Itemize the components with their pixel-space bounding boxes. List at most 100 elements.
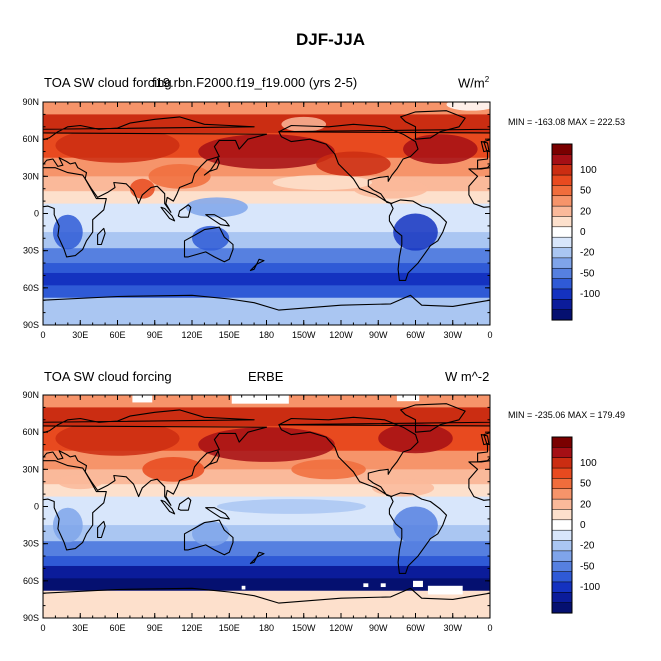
panel1-left-label: TOA SW cloud forcing — [44, 75, 172, 90]
colorbar-swatch — [551, 592, 573, 604]
colorbar-label: -50 — [580, 268, 595, 279]
colorbar-label: -20 — [580, 248, 595, 259]
lat-tick-label: 30S — [23, 246, 39, 256]
coastline-madagascar — [97, 520, 106, 539]
coastline-borneo — [177, 497, 192, 511]
colorbar-label: 20 — [580, 206, 592, 217]
lon-tick-label: 30E — [72, 330, 88, 340]
lon-tick-label: 90E — [147, 330, 163, 340]
panel1-units-label: W/m2 — [458, 75, 490, 91]
coastline-south-america — [388, 199, 448, 281]
lon-tick-label: 0 — [40, 330, 45, 340]
lat-tick-label: 60N — [22, 427, 39, 437]
coastline-greenland — [400, 403, 466, 433]
coastline-new-zealand — [249, 258, 265, 272]
coastline-eurasia — [43, 409, 268, 506]
lon-tick-label: 120W — [329, 330, 353, 340]
colorbar-swatch — [551, 550, 573, 562]
colorbar-label: 0 — [580, 520, 586, 531]
coastline-new-guinea — [205, 507, 230, 520]
colorbar-swatch — [551, 540, 573, 552]
colorbar-label: 50 — [580, 186, 592, 197]
colorbar-swatch — [551, 236, 573, 249]
colorbar-swatch — [551, 602, 573, 614]
lat-tick-label: 60S — [23, 576, 39, 586]
lon-tick-label: 120W — [329, 623, 353, 633]
colorbar-label: 50 — [580, 479, 592, 490]
coastline-antarctica — [43, 587, 490, 618]
lon-tick-label: 90E — [147, 623, 163, 633]
colorbar-label: 100 — [580, 165, 597, 176]
colorbar-swatch — [551, 498, 573, 511]
colorbar-swatch — [551, 560, 573, 573]
lon-tick-label: 30W — [443, 623, 462, 633]
lon-tick-label: 0 — [487, 330, 492, 340]
lon-tick-label: 90W — [369, 623, 388, 633]
colorbar-swatch — [551, 529, 573, 542]
colorbar-swatch — [551, 488, 573, 500]
colorbar-swatch — [551, 467, 573, 479]
colorbar-label: -100 — [580, 582, 600, 593]
lat-tick-label: 90N — [22, 97, 39, 107]
coastline-sumatra — [160, 206, 176, 222]
coastline-africa — [43, 167, 107, 258]
colorbar-swatch — [551, 267, 573, 280]
colorbar-swatch — [551, 478, 573, 490]
colorbar-label: 100 — [580, 458, 597, 469]
lon-tick-label: 90W — [369, 330, 388, 340]
lat-tick-label: 60S — [23, 283, 39, 293]
colorbar-label: 20 — [580, 499, 592, 510]
lon-tick-label: 150E — [219, 330, 240, 340]
colorbar-swatch — [551, 247, 573, 259]
lat-tick-label: 90S — [23, 320, 39, 330]
lon-tick-label: 150W — [292, 330, 316, 340]
lat-tick-label: 60N — [22, 134, 39, 144]
lon-tick-label: 0 — [487, 623, 492, 633]
coastline-british-isles — [480, 141, 490, 153]
coastline-japan — [203, 157, 220, 176]
lon-tick-label: 60W — [406, 623, 425, 633]
colorbar-swatch — [551, 278, 573, 290]
lat-tick-label: 30S — [23, 539, 39, 549]
colorbar-swatch — [551, 299, 573, 311]
lon-tick-label: 60W — [406, 330, 425, 340]
coastline-south-america — [388, 492, 448, 574]
lat-tick-label: 0 — [34, 502, 39, 512]
lat-tick-label: 90N — [22, 390, 39, 400]
coastline-british-isles — [480, 434, 490, 446]
coastline-eurasia — [43, 116, 268, 213]
colorbar-label: 0 — [580, 227, 586, 238]
colorbar-swatch — [551, 216, 573, 228]
coastline-australia — [183, 519, 234, 556]
coastline-borneo — [177, 204, 192, 218]
coastline-sumatra — [160, 499, 176, 515]
colorbar-swatch — [551, 571, 573, 583]
coastline-madagascar — [97, 227, 106, 246]
colorbar-swatch — [551, 205, 573, 218]
coastline-africa — [468, 167, 490, 208]
colorbar-2: 100 50 20 0 -20 -50 -100 — [551, 436, 600, 614]
coastline-africa — [468, 460, 490, 501]
panel1-min-max: MIN = -163.08 MAX = 222.53 — [508, 117, 626, 127]
colorbar-swatch — [551, 581, 573, 593]
lon-tick-label: 150W — [292, 623, 316, 633]
lon-tick-label: 60E — [109, 330, 125, 340]
colorbar-swatch — [551, 174, 573, 186]
coastline-japan — [203, 450, 220, 469]
colorbar-swatch — [551, 154, 573, 166]
panel1-center-label: f19.rbn.F2000.f19_f19.000 (yrs 2-5) — [152, 75, 358, 90]
panel2-center-label: ERBE — [248, 369, 284, 384]
lon-tick-label: 150E — [219, 623, 240, 633]
coastline-greenland — [400, 110, 466, 140]
lon-tick-label: 30E — [72, 623, 88, 633]
lon-tick-label: 180 — [259, 623, 274, 633]
coastline-antarctica — [43, 294, 490, 325]
colorbar-swatch — [551, 457, 573, 469]
panel2-units-label: W m^-2 — [445, 369, 490, 384]
colorbar-swatch — [551, 436, 573, 448]
colorbar-swatch — [551, 257, 573, 269]
lon-tick-label: 120E — [181, 330, 202, 340]
coastline-north-america — [278, 416, 419, 498]
